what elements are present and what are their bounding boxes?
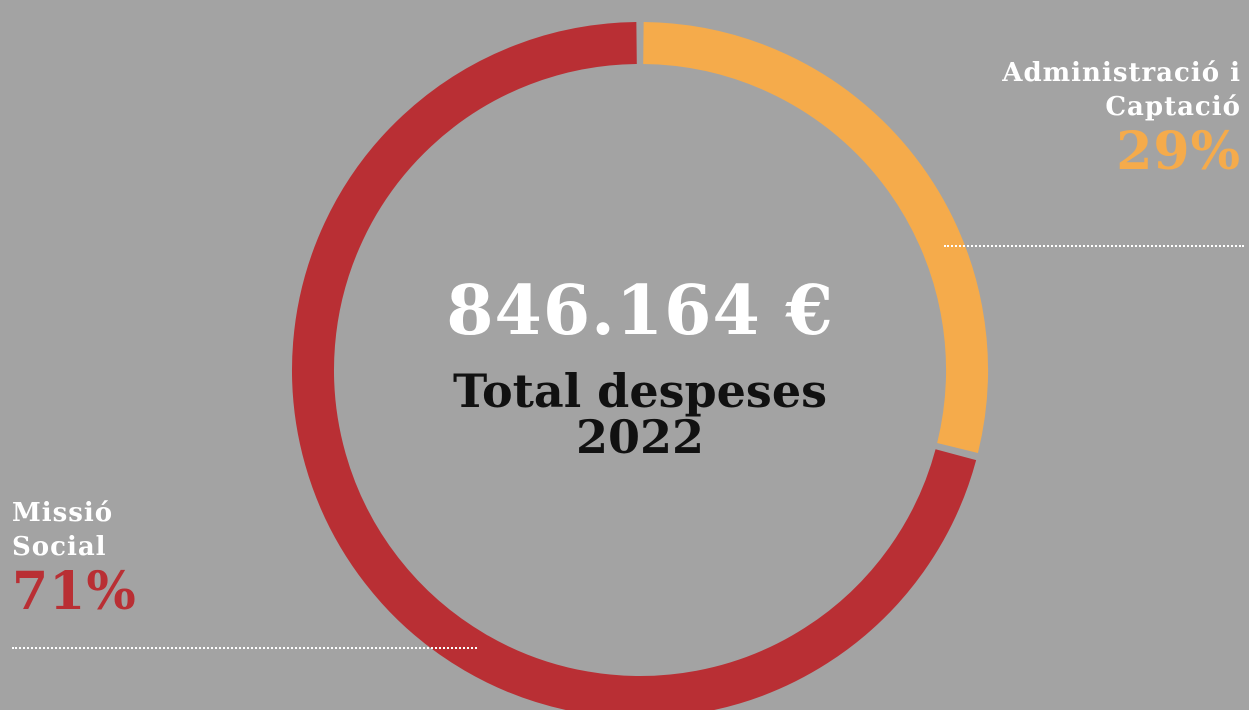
- admin-percentage: 29%: [1116, 121, 1241, 182]
- admin-label-line2: Captació: [1105, 92, 1241, 122]
- admin-category-label: Administració i Captació 29%: [1002, 56, 1241, 180]
- social-category-label: Missió Social 71%: [12, 496, 137, 620]
- social-percentage: 71%: [12, 561, 137, 622]
- total-amount: 846.164 €: [446, 271, 834, 351]
- social-label-line2: Social: [12, 532, 107, 562]
- admin-leader-line: [944, 245, 1244, 247]
- donut-segment-social: [292, 22, 977, 710]
- donut-segment-admin: [643, 22, 988, 453]
- total-label-line1: Total despeses: [453, 364, 827, 418]
- total-label-year: 2022: [575, 410, 705, 464]
- total-label: Total despeses 2022: [390, 368, 890, 460]
- admin-label-line1: Administració i: [1002, 58, 1241, 88]
- social-leader-line: [12, 647, 477, 649]
- social-label-line1: Missió: [12, 498, 114, 528]
